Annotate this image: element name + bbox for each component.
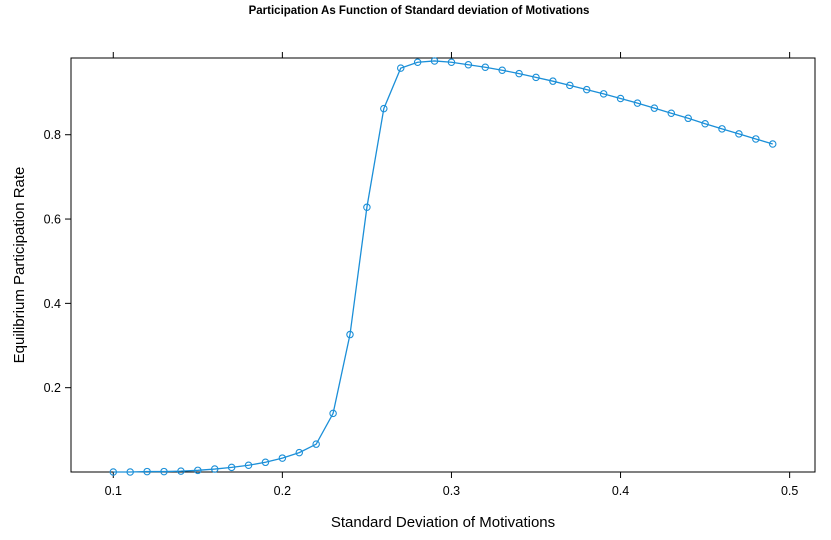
data-point <box>481 63 490 72</box>
data-point <box>380 104 388 113</box>
data-point <box>498 66 506 74</box>
data-point <box>447 58 456 66</box>
data-point <box>650 104 659 112</box>
data-point <box>143 467 151 476</box>
data-point <box>515 69 523 78</box>
y-tick-label: 0.8 <box>44 128 61 142</box>
y-tick-label: 0.2 <box>44 381 61 395</box>
data-point <box>278 454 287 462</box>
data-point <box>532 73 540 82</box>
series-line <box>113 60 773 473</box>
data-point <box>363 203 371 211</box>
data-point <box>735 130 743 138</box>
data-point <box>616 94 625 103</box>
data-point <box>346 330 354 339</box>
data-point <box>210 465 219 473</box>
data-point <box>160 467 168 476</box>
y-tick-label: 0.6 <box>44 213 61 227</box>
y-tick-label: 0.4 <box>44 297 61 311</box>
data-point <box>261 458 270 467</box>
data-series <box>109 57 777 476</box>
chart-title: Participation As Function of Standard de… <box>249 5 590 17</box>
data-point <box>109 468 118 476</box>
data-point <box>684 114 692 123</box>
data-point <box>549 77 557 85</box>
data-point <box>752 135 760 143</box>
data-point <box>126 468 134 476</box>
data-point <box>768 140 777 148</box>
x-tick-label: 0.1 <box>105 484 122 498</box>
y-axis-label: Equilibrium Participation Rate <box>11 167 28 364</box>
data-point <box>566 81 574 90</box>
data-point <box>329 409 337 418</box>
data-point <box>582 85 591 94</box>
data-point <box>227 463 236 472</box>
data-point <box>430 57 439 65</box>
data-point <box>464 60 473 69</box>
data-point <box>633 99 642 107</box>
data-point <box>701 120 709 128</box>
x-tick-label: 0.4 <box>612 484 629 498</box>
data-point <box>177 467 185 475</box>
x-tick-label: 0.5 <box>781 484 798 498</box>
data-point <box>667 109 676 117</box>
axis-ticks: 0.1 0.2 0.3 0.4 0.5 0.2 0.4 0.6 0.8 <box>44 52 798 498</box>
data-point <box>194 466 202 475</box>
data-point <box>312 440 320 448</box>
data-point <box>599 90 608 98</box>
data-point <box>244 461 253 470</box>
data-point <box>295 448 304 457</box>
data-point <box>718 125 726 133</box>
x-axis-label: Standard Deviation of Motivations <box>331 514 555 531</box>
plot-frame <box>70 57 816 473</box>
data-point <box>413 58 422 66</box>
x-tick-label: 0.3 <box>443 484 460 498</box>
data-point <box>396 64 405 72</box>
x-tick-label: 0.2 <box>274 484 291 498</box>
